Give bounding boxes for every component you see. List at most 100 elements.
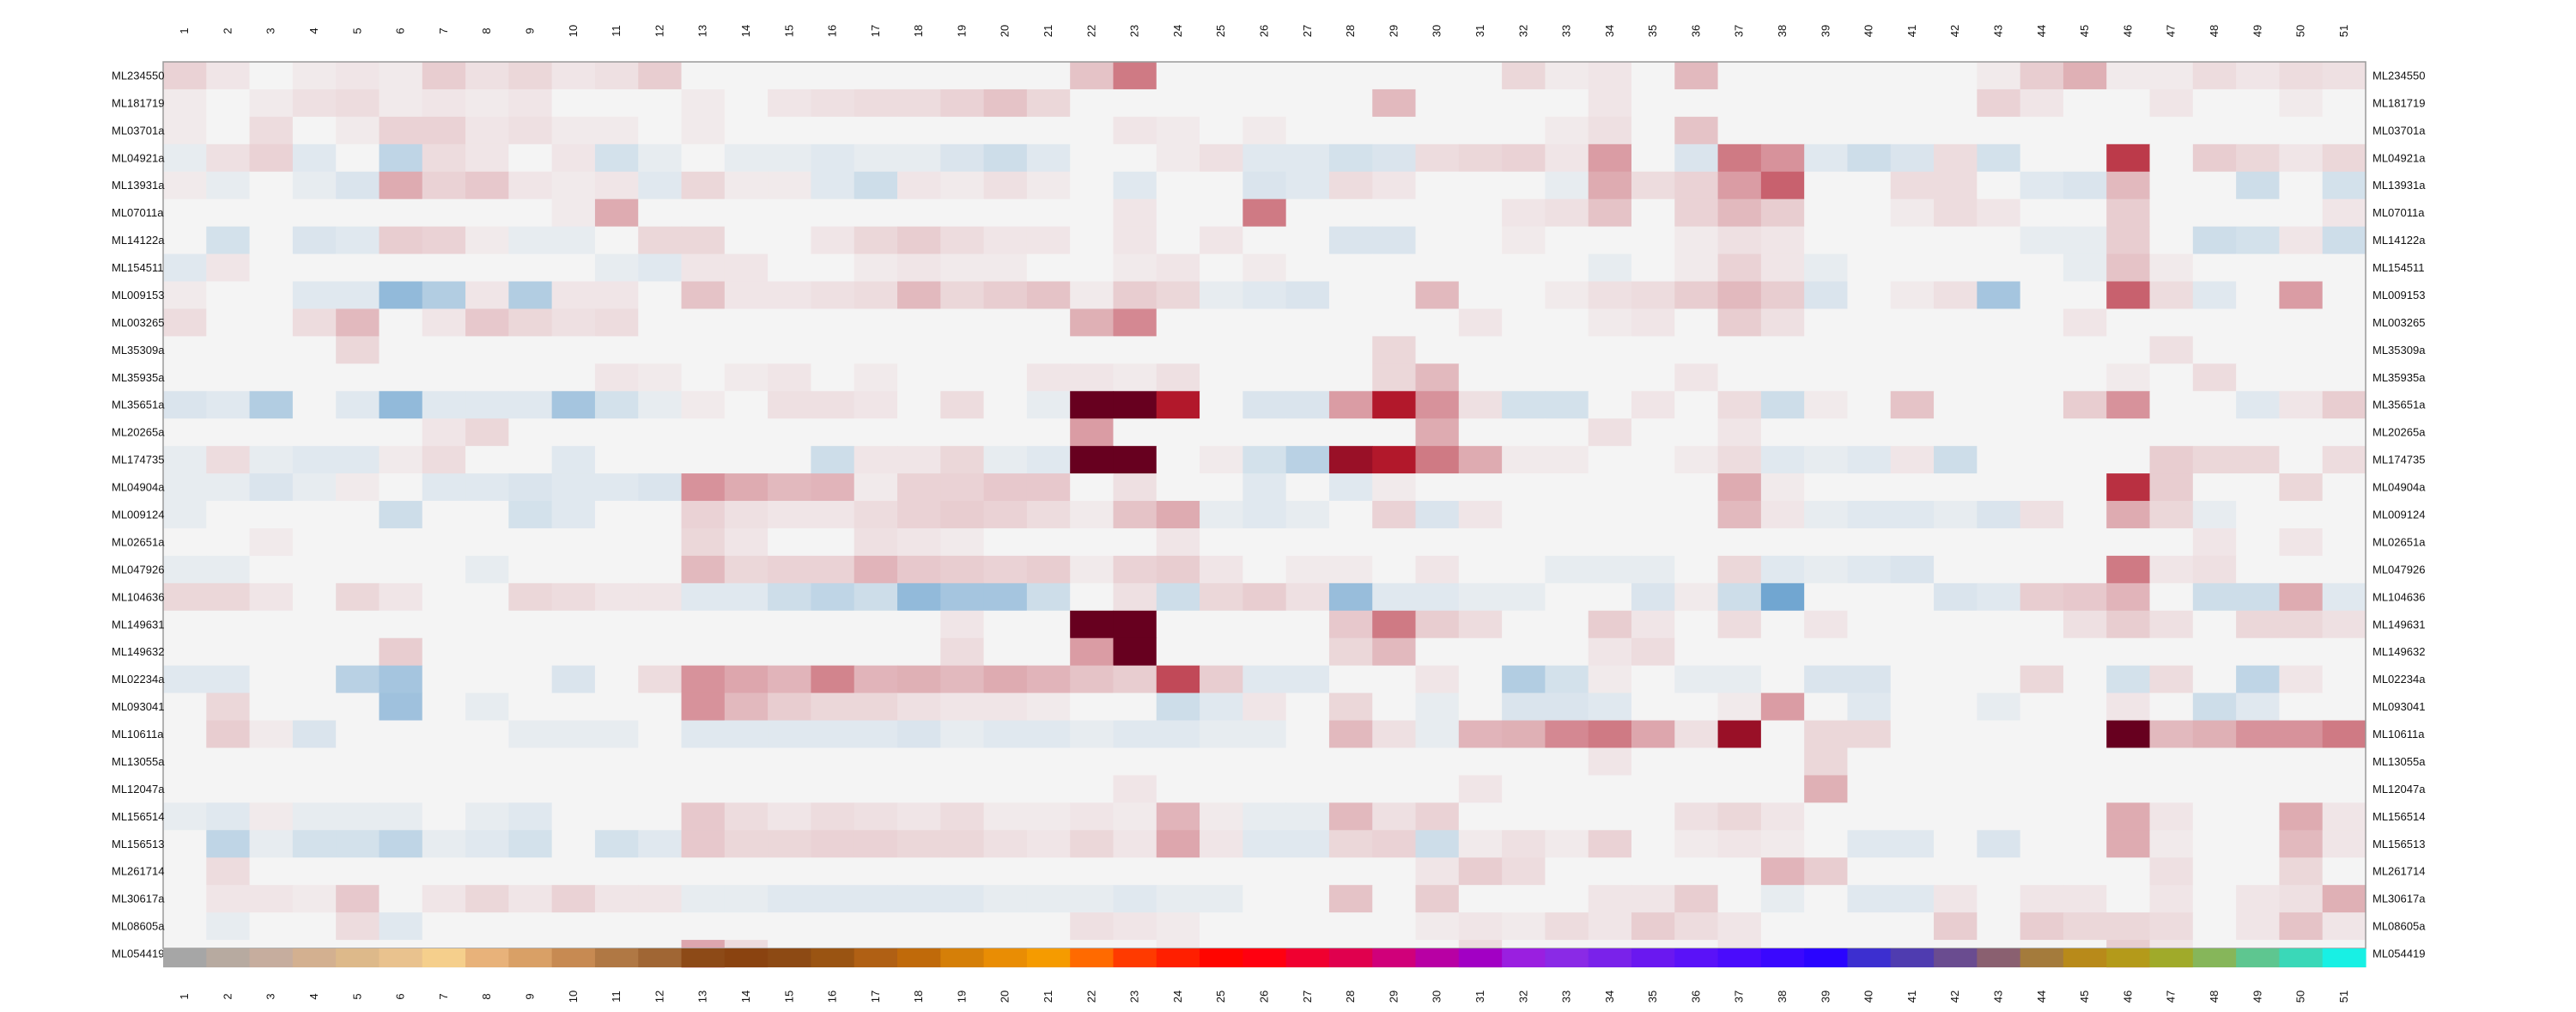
heatmap-cell	[940, 227, 984, 255]
heatmap-cell	[2236, 802, 2280, 831]
heatmap-cell	[2063, 693, 2107, 722]
heatmap-cell	[768, 446, 811, 474]
heatmap-cell	[897, 446, 941, 474]
heatmap-cell	[1502, 62, 1546, 90]
heatmap-cell	[854, 308, 898, 337]
right-row-labels: ML234550ML181719ML03701aML04921aML13931a…	[2372, 70, 2426, 960]
heatmap-cell	[2193, 308, 2237, 337]
heatmap-cell	[293, 638, 337, 667]
heatmap-cell	[1157, 501, 1200, 529]
heatmap-cell	[1157, 62, 1200, 90]
heatmap-cell	[897, 363, 941, 392]
heatmap-cell	[1674, 308, 1718, 337]
heatmap-cell	[2063, 775, 2107, 803]
column-label-top: 7	[437, 27, 450, 34]
heatmap-cell	[1113, 556, 1157, 584]
heatmap-cell	[1847, 62, 1891, 90]
heatmap-cell	[465, 501, 509, 529]
heatmap-cell	[2193, 638, 2237, 667]
heatmap-cell	[2279, 693, 2323, 722]
heatmap-cell	[1589, 282, 1632, 310]
heatmap-cell	[984, 117, 1028, 145]
left-row-labels: ML234550ML181719ML03701aML04921aML13931a…	[112, 70, 165, 960]
heatmap-cell	[1242, 363, 1286, 392]
heatmap-cell	[595, 638, 639, 667]
heatmap-cell	[2063, 144, 2107, 173]
heatmap-cell	[1416, 775, 1460, 803]
heatmap-cell	[2063, 802, 2107, 831]
heatmap-cell	[1761, 583, 1805, 612]
heatmap-cell	[1157, 802, 1200, 831]
heatmap-cell	[1027, 775, 1071, 803]
column-label-bottom: 17	[869, 991, 882, 1003]
heatmap-cell	[2063, 747, 2107, 776]
heatmap-cell	[595, 254, 639, 283]
heatmap-cell	[2236, 144, 2280, 173]
heatmap-cell	[1329, 199, 1373, 228]
heatmap-cell	[1674, 693, 1718, 722]
heatmap-cell	[638, 666, 682, 694]
heatmap-cell	[1242, 473, 1286, 502]
heatmap-cell	[811, 227, 854, 255]
heatmap-cell	[2323, 117, 2366, 145]
heatmap-cell	[2106, 418, 2150, 447]
heatmap-cell	[897, 885, 941, 913]
heatmap-cell	[508, 172, 552, 200]
heatmap-cell	[940, 583, 984, 612]
heatmap-cell	[1242, 693, 1286, 722]
heatmap-cell	[1804, 747, 1848, 776]
row-label-left: ML07011a	[112, 206, 164, 219]
heatmap-cell	[984, 775, 1028, 803]
heatmap-cell	[984, 528, 1028, 557]
row-label-right: ML12047a	[2372, 783, 2426, 796]
heatmap-cell	[1070, 418, 1114, 447]
column-label-bottom: 3	[264, 993, 277, 999]
heatmap-cell	[1329, 528, 1373, 557]
heatmap-cell	[2193, 528, 2237, 557]
heatmap-cell	[1416, 721, 1460, 749]
heatmap-cell	[2323, 721, 2366, 749]
heatmap-cell	[336, 583, 380, 612]
heatmap-cell	[1934, 172, 1978, 200]
heatmap-cell	[336, 611, 380, 639]
heatmap-cell	[1286, 885, 1330, 913]
column-label-top: 39	[1819, 25, 1832, 37]
heatmap-cell	[1113, 583, 1157, 612]
column-label-bottom: 27	[1301, 991, 1314, 1003]
heatmap-cell	[984, 254, 1028, 283]
heatmap-cell	[1157, 747, 1200, 776]
row-label-right: ML234550	[2372, 70, 2425, 82]
heatmap-cell	[1113, 89, 1157, 118]
heatmap-cell	[552, 693, 596, 722]
heatmap-cell	[465, 363, 509, 392]
heatmap-cell	[1200, 528, 1243, 557]
heatmap-cell	[2323, 363, 2366, 392]
color-bar-segment	[595, 948, 639, 967]
heatmap-cell	[206, 802, 250, 831]
heatmap-cell	[1027, 802, 1071, 831]
heatmap-cell	[2279, 89, 2323, 118]
heatmap-cell	[206, 117, 250, 145]
heatmap-cell	[465, 418, 509, 447]
heatmap-cell	[1200, 62, 1243, 90]
color-bar-segment	[1416, 948, 1460, 967]
heatmap-cell	[1286, 144, 1330, 173]
heatmap-cell	[1631, 282, 1675, 310]
heatmap-cell	[1545, 721, 1589, 749]
heatmap-cell	[725, 418, 769, 447]
heatmap-cell	[1113, 666, 1157, 694]
column-color-bar	[163, 948, 2366, 967]
heatmap-cell	[1070, 473, 1114, 502]
heatmap-cell	[1502, 611, 1546, 639]
heatmap-cell	[1329, 775, 1373, 803]
heatmap-cell	[163, 830, 207, 858]
heatmap-cell	[2063, 336, 2107, 364]
heatmap-cell	[2106, 693, 2150, 722]
heatmap-cell	[1502, 446, 1546, 474]
row-label-left: ML149632	[112, 645, 164, 658]
heatmap-cell	[1157, 556, 1200, 584]
heatmap-cell	[2323, 638, 2366, 667]
heatmap-cell	[1761, 802, 1805, 831]
heatmap-cell	[1934, 446, 1978, 474]
color-bar-segment	[1761, 948, 1805, 967]
